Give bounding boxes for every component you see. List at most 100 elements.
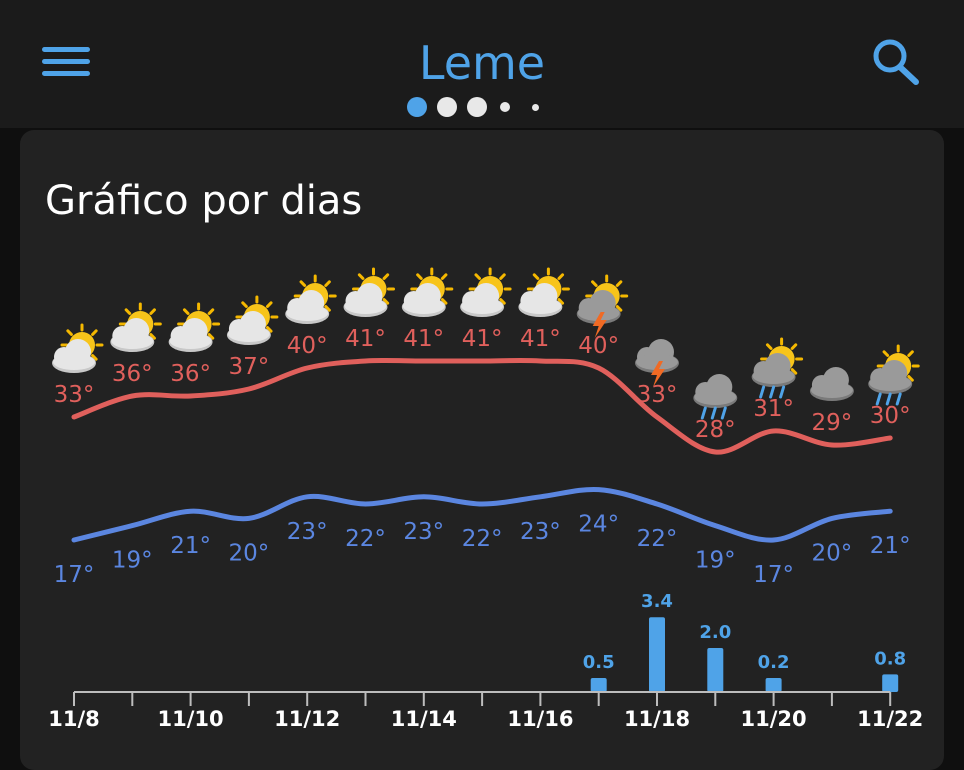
rain-drop: [759, 385, 766, 399]
low-temp-label: 23°: [287, 519, 328, 545]
city-title[interactable]: Leme: [418, 36, 546, 90]
low-temp-line: [71, 486, 893, 543]
partly-cloudy-icon: [168, 302, 221, 352]
low-temp-label: 22°: [345, 526, 386, 552]
daily-chart-card: [20, 130, 944, 770]
sun-ray: [324, 280, 331, 287]
cloud-body: [519, 298, 562, 314]
search-icon[interactable]: [868, 36, 924, 88]
precipitation-bar: [649, 617, 665, 692]
sun-ray: [532, 273, 540, 280]
low-temp-label: 22°: [462, 526, 503, 552]
low-temp-label: 21°: [870, 533, 911, 559]
cloud-body: [694, 389, 737, 405]
thunderstorm-sun-icon: [576, 274, 629, 338]
page-dot[interactable]: [500, 102, 510, 112]
low-temp-label: 22°: [637, 526, 678, 552]
high-temp-label: 33°: [54, 382, 95, 408]
cloud-body: [577, 305, 620, 321]
precipitation-label: 2.0: [699, 622, 731, 643]
sun-ray: [182, 308, 190, 315]
rain-cloud-icon: [693, 374, 738, 420]
sun-ray: [207, 308, 215, 315]
sun-ray: [790, 368, 798, 375]
sun-ray: [357, 273, 365, 280]
cloudy-icon: [809, 367, 854, 401]
page-dot-active[interactable]: [407, 97, 427, 117]
rain-sun-icon: [868, 344, 920, 406]
high-temp-label: 41°: [462, 326, 503, 352]
x-tick-label: 11/14: [391, 707, 457, 731]
top-app-bar: Leme: [0, 0, 964, 128]
sun-ray: [765, 343, 773, 350]
sun-ray: [266, 301, 273, 308]
partly-cloudy-icon: [401, 267, 454, 317]
sun-ray: [474, 273, 481, 280]
partly-cloudy-icon: [52, 323, 104, 373]
sun-ray: [615, 305, 623, 312]
page-dot[interactable]: [437, 97, 457, 117]
sun-ray: [266, 326, 273, 333]
rain-sun-icon: [751, 337, 804, 399]
low-temp-label: 24°: [578, 512, 619, 538]
cloud-body: [752, 368, 795, 384]
low-temp-label: 17°: [753, 562, 794, 588]
sun-ray: [299, 280, 307, 287]
x-tick-label: 11/20: [741, 707, 807, 731]
high-temp-label: 41°: [403, 326, 444, 352]
low-temp-label: 20°: [812, 540, 853, 566]
cloud-body: [111, 333, 154, 349]
sun-ray: [440, 298, 448, 305]
x-tick-label: 11/10: [158, 707, 224, 731]
page-dot[interactable]: [467, 97, 487, 117]
page-dot[interactable]: [532, 104, 539, 111]
sun-ray: [149, 308, 156, 315]
low-temp-label: 21°: [170, 533, 211, 559]
sun-ray: [440, 273, 448, 280]
high-temp-line: [71, 357, 893, 455]
partly-cloudy-icon: [518, 267, 570, 317]
sun-ray: [790, 343, 798, 350]
page-indicator[interactable]: [405, 94, 555, 118]
sun-ray: [499, 273, 506, 280]
low-temp-label: 17°: [54, 562, 95, 588]
partly-cloudy-icon: [460, 267, 512, 317]
cloud-body: [869, 375, 912, 391]
precipitation-label: 0.2: [758, 652, 790, 673]
thunderstorm-cloud-icon: [635, 339, 679, 387]
cloud-body: [286, 305, 329, 321]
sun-ray: [382, 273, 390, 280]
rain-drop: [895, 392, 902, 406]
high-temp-label: 33°: [637, 382, 678, 408]
cloud-body: [169, 333, 212, 349]
lightning-bolt: [592, 312, 607, 338]
sun-ray: [241, 301, 248, 308]
high-temp-label: 36°: [112, 361, 153, 387]
rain-drop: [700, 406, 707, 420]
cloud-body: [636, 354, 678, 370]
rain-drop: [720, 406, 727, 420]
precipitation-label: 0.8: [874, 648, 906, 669]
sun-ray: [557, 298, 565, 305]
sun-ray: [382, 298, 390, 305]
rain-drop: [779, 385, 786, 399]
precipitation-label: 3.4: [641, 591, 673, 612]
hamburger-menu-icon[interactable]: [42, 44, 90, 80]
low-temp-label: 19°: [695, 548, 736, 574]
sun-ray: [149, 333, 156, 340]
rain-drop: [885, 392, 892, 406]
high-temp-label: 31°: [753, 396, 794, 422]
high-temp-label: 36°: [170, 361, 211, 387]
sun-ray: [882, 350, 890, 357]
precipitation-bar: [765, 678, 782, 692]
card-title: Gráfico por dias: [45, 178, 363, 224]
sun-ray: [124, 308, 132, 315]
high-temp-label: 41°: [520, 326, 561, 352]
precipitation-label: 0.5: [583, 652, 615, 673]
cloud-body: [344, 298, 387, 314]
sun-ray: [324, 305, 331, 312]
precipitation-bar: [590, 678, 607, 692]
precipitation-bar: [882, 674, 899, 692]
sun-ray: [591, 280, 598, 287]
high-temp-label: 30°: [870, 403, 911, 429]
